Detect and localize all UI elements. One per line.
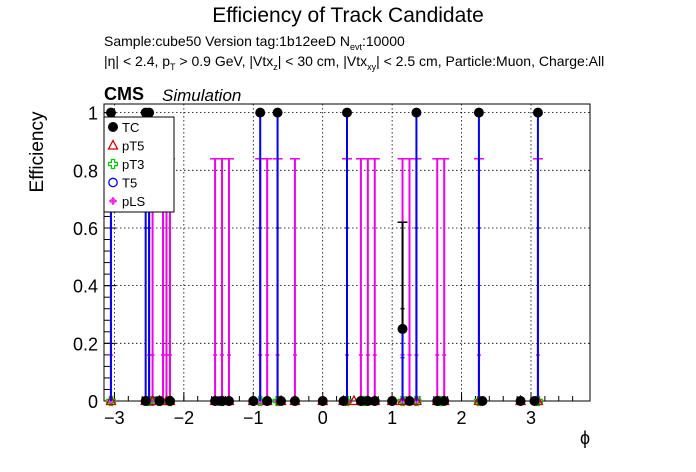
tc-point: [532, 107, 543, 118]
legend-marker-pls: [110, 198, 116, 204]
cms-label: CMS: [104, 84, 144, 104]
tc-point: [477, 396, 488, 406]
y-tick-label: 0: [88, 392, 98, 412]
legend-label-tc: TC: [122, 120, 139, 135]
tc-point: [164, 396, 175, 406]
tc-point: [317, 396, 328, 406]
vtxxy-subscript: xy: [367, 61, 377, 72]
sample-text: Sample:cube50 Version tag:1b12eeD N: [104, 33, 350, 49]
chart-title: Efficiency of Track Candidate: [212, 4, 484, 27]
tc-point: [397, 323, 408, 334]
tc-point: [289, 396, 300, 406]
vtxz-subscript: z: [273, 61, 278, 72]
tc-point: [272, 107, 283, 118]
legend-marker-tc: [108, 122, 118, 132]
chart-subtitle-sample: Sample:cube50 Version tag:1b12eeD Nevt:1…: [104, 33, 405, 52]
tc-point: [276, 396, 287, 406]
legend-marker-t5: [108, 177, 118, 188]
y-tick-label: 0.4: [73, 277, 98, 297]
x-tick-label: −3: [104, 408, 125, 428]
tc-point: [404, 396, 415, 406]
tc-point: [154, 396, 165, 406]
cuts-text-a: |η| < 2.4, p: [104, 53, 171, 69]
legend-label-t5: T5: [122, 176, 137, 191]
pt5-point: [105, 394, 117, 406]
cuts-text-d: | < 2.5 cm, Particle:Muon, Charge:All: [376, 53, 605, 69]
x-axis-label: ϕ: [580, 428, 591, 448]
x-tick-label: −2: [174, 408, 195, 428]
nevt-subscript: evt: [349, 41, 362, 52]
x-tick-label: 1: [387, 408, 397, 428]
legend-label-pt3: pT3: [122, 157, 144, 172]
chart-subtitle-cuts: |η| < 2.4, pT > 0.9 GeV, |Vtxz| < 30 cm,…: [104, 53, 604, 72]
tc-point: [411, 107, 422, 118]
legend-marker-pt5: [107, 139, 119, 150]
y-tick-label: 1: [88, 104, 98, 124]
y-tick-label: 0.2: [73, 334, 98, 354]
pt-subscript: T: [170, 61, 176, 72]
nevt-value: :10000: [361, 33, 405, 49]
tc-point: [473, 107, 484, 118]
tc-point: [262, 396, 273, 406]
y-tick-label: 0.8: [73, 161, 98, 181]
tc-point: [223, 396, 234, 406]
x-tick-label: 0: [318, 408, 328, 428]
x-tick-label: −1: [243, 408, 264, 428]
tc-point: [338, 396, 349, 406]
y-tick-label: 0.6: [73, 219, 98, 239]
cuts-text-c: | < 30 cm, |Vtx: [277, 53, 368, 69]
tc-point: [140, 396, 151, 406]
legend-label-pls: pLS: [122, 194, 145, 209]
legend-marker-pt3: [107, 158, 119, 170]
tc-point: [439, 396, 450, 406]
x-tick-label: 2: [457, 408, 467, 428]
legend-label-pt5: pT5: [122, 139, 144, 154]
legend-box: [103, 116, 175, 213]
tc-point: [105, 107, 116, 118]
tc-point: [529, 396, 540, 406]
cuts-text-b: > 0.9 GeV, |Vtx: [175, 53, 274, 69]
tc-point: [387, 396, 398, 406]
simulation-label: Simulation: [162, 86, 242, 105]
tc-point: [248, 396, 259, 406]
tc-point: [342, 107, 352, 118]
tc-point: [255, 107, 266, 118]
tc-point: [515, 396, 526, 406]
tc-point: [369, 396, 380, 406]
x-tick-label: 3: [526, 408, 536, 428]
tc-point: [144, 107, 155, 118]
